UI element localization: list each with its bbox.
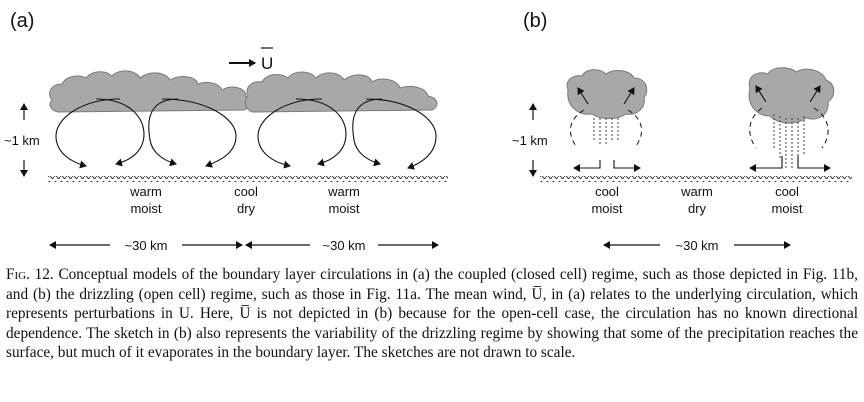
cell-1-right-loop [95, 98, 145, 167]
sea-surface-a [48, 176, 448, 182]
figure-caption: Fig. 12. Conceptual models of the bounda… [6, 265, 858, 363]
zone-b1-line1: cool [595, 184, 619, 199]
caption-prefix: Fig. 12. [6, 266, 54, 283]
zone-a2-line1: cool [234, 184, 258, 199]
cloud-deck [49, 70, 438, 113]
sea-surface-b [540, 176, 852, 182]
zone-b2-line2: dry [688, 201, 707, 216]
zone-b3-line2: moist [771, 201, 802, 216]
zone-a3-line2: moist [328, 201, 359, 216]
conceptual-diagram: (a) U ~1 km [4, 10, 852, 253]
cloud-b-right [748, 67, 835, 124]
cell-1-left-loop [55, 98, 121, 169]
open-cell-right [748, 67, 835, 172]
scale-b-label: ~30 km [676, 238, 719, 253]
cell-3-right-loop [295, 98, 347, 167]
cloud-right [244, 71, 438, 113]
cell-4-right-loop [365, 98, 437, 170]
cloud-b-left [566, 69, 648, 119]
zone-b3-line1: cool [775, 184, 799, 199]
mean-wind-indicator: U [229, 47, 273, 73]
cell-3-left-loop [257, 98, 323, 169]
circulation-cells [55, 98, 437, 170]
zone-a2-line2: dry [237, 201, 256, 216]
zone-a1-line2: moist [130, 201, 161, 216]
panel-a: (a) U ~1 km [4, 10, 448, 253]
cell-2-right-loop [161, 98, 237, 168]
panel-b: (b) ~1 km [512, 10, 852, 253]
height-label-b: ~1 km [512, 133, 548, 148]
zone-b2-line1: warm [680, 184, 713, 199]
zone-a3-line1: warm [327, 184, 360, 199]
open-cell-left [566, 69, 648, 172]
scale-a1-label: ~30 km [125, 238, 168, 253]
cell-2-left-loop [148, 98, 179, 167]
panel-a-label: (a) [10, 10, 34, 32]
wind-label: U [261, 54, 273, 73]
zone-b1-line2: moist [591, 201, 622, 216]
cloud-left [49, 70, 251, 113]
zone-a1-line1: warm [129, 184, 162, 199]
panel-b-label: (b) [523, 10, 547, 32]
height-scale-a: ~1 km [4, 103, 40, 177]
cell-4-left-loop [352, 98, 383, 167]
height-scale-b: ~1 km [512, 103, 548, 177]
scale-a2-label: ~30 km [323, 238, 366, 253]
height-label-a: ~1 km [4, 133, 40, 148]
caption-text: Conceptual models of the boundary layer … [6, 266, 858, 361]
